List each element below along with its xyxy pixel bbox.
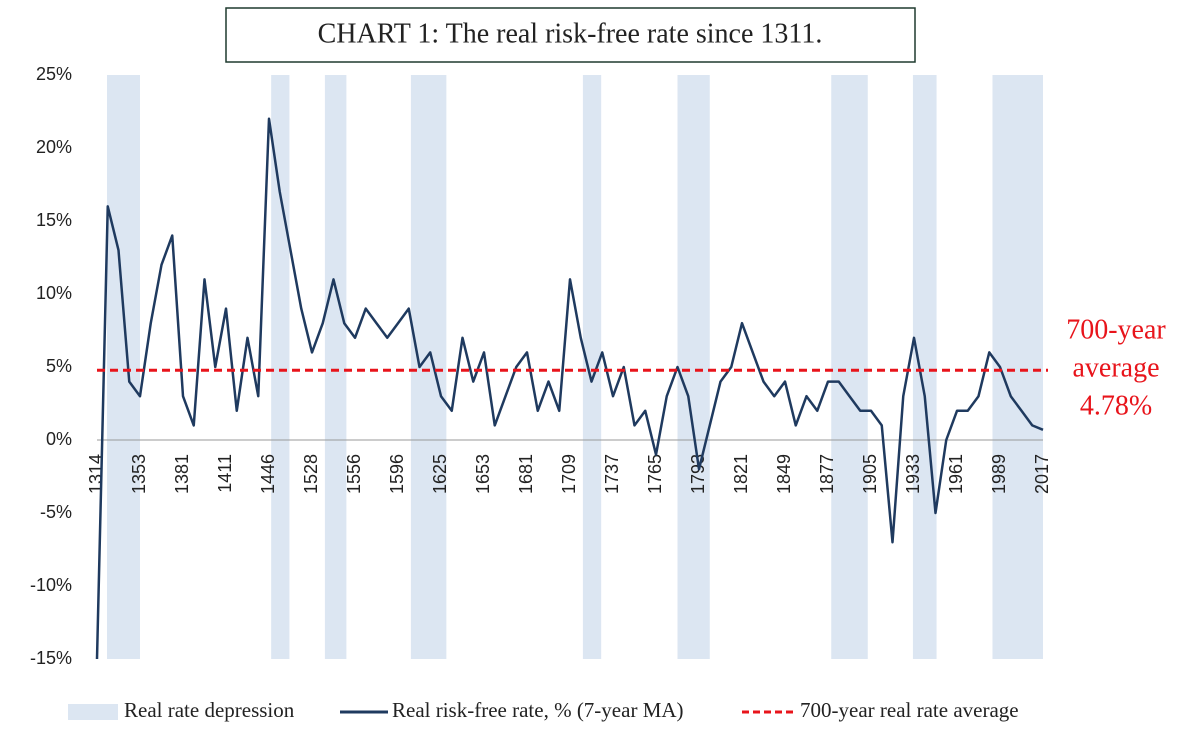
x-tick-label: 1905 [860, 454, 880, 494]
y-tick-label: -10% [30, 575, 72, 595]
legend-label: 700-year real rate average [800, 698, 1019, 722]
y-tick-label: 25% [36, 64, 72, 84]
x-tick-label: 1353 [129, 454, 149, 494]
y-tick-label: -5% [40, 502, 72, 522]
x-tick-label: 1653 [473, 454, 493, 494]
annotation: 700-year [1066, 314, 1166, 345]
x-tick-label: 1849 [774, 454, 794, 494]
depression-band [677, 75, 710, 659]
annotation: average [1072, 352, 1159, 383]
legend-label: Real risk-free rate, % (7-year MA) [392, 698, 684, 722]
depression-band [271, 75, 290, 659]
x-tick-label: 1793 [688, 454, 708, 494]
x-tick-label: 1528 [301, 454, 321, 494]
depression-band [106, 75, 140, 659]
depression-band [410, 75, 447, 659]
x-tick-label: 1381 [172, 454, 192, 494]
x-tick-label: 1933 [903, 454, 923, 494]
y-tick-label: -15% [30, 648, 72, 668]
y-tick-label: 0% [46, 429, 72, 449]
x-tick-label: 1709 [559, 454, 579, 494]
legend-swatch [68, 704, 118, 720]
x-tick-label: 1989 [989, 454, 1009, 494]
title-box [225, 7, 916, 63]
x-tick-label: 1681 [516, 454, 536, 494]
annotation: 4.78% [1080, 390, 1152, 421]
y-tick-label: 15% [36, 210, 72, 230]
x-tick-label: 1625 [430, 454, 450, 494]
x-tick-label: 1877 [817, 454, 837, 494]
x-tick-label: 1961 [946, 454, 966, 494]
x-tick-label: 1556 [344, 454, 364, 494]
x-tick-label: 1765 [645, 454, 665, 494]
y-tick-label: 5% [46, 356, 72, 376]
x-tick-label: 1737 [602, 454, 622, 494]
x-tick-label: 1596 [387, 454, 407, 494]
depression-band [912, 75, 937, 659]
depression-band [582, 75, 602, 659]
legend-label: Real rate depression [124, 698, 295, 722]
x-tick-label: 1411 [215, 454, 235, 493]
y-tick-label: 20% [36, 137, 72, 157]
depression-band [831, 75, 868, 659]
rate-line [95, 117, 1044, 660]
x-tick-label: 1821 [731, 454, 751, 494]
x-tick-label: 2017 [1032, 454, 1052, 494]
chart-title: CHART 1: The real risk-free rate since 1… [318, 18, 823, 49]
y-tick-label: 10% [36, 283, 72, 303]
depression-band [324, 75, 347, 659]
x-tick-label: 1446 [258, 454, 278, 494]
